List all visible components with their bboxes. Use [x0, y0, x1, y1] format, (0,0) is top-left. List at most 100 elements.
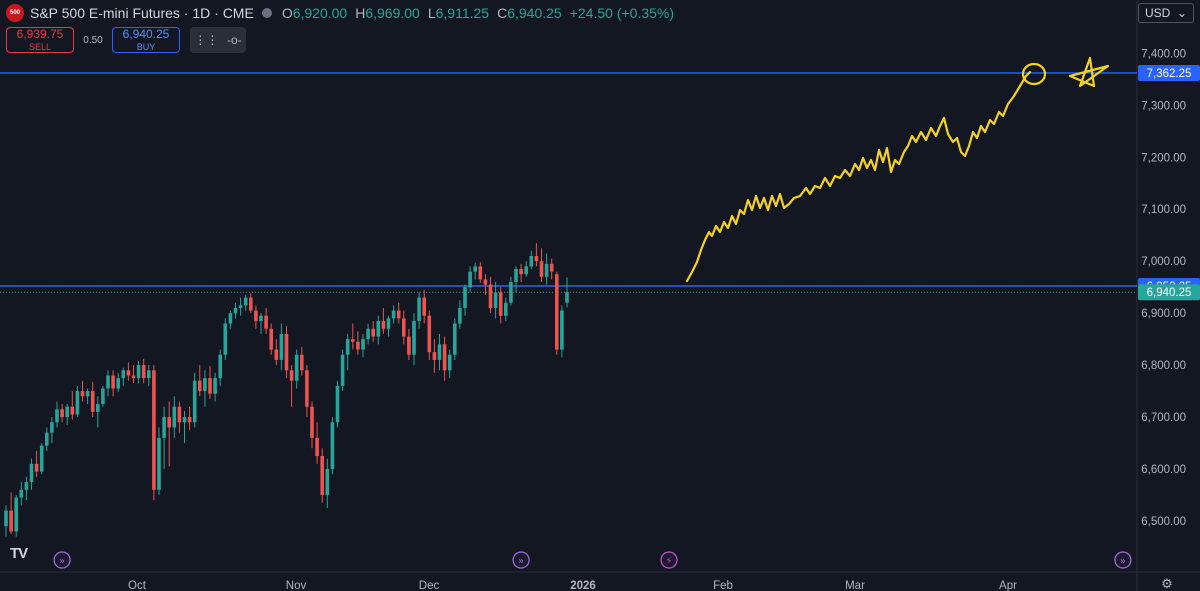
- y-tick-label: 7,100.00: [1141, 204, 1186, 216]
- candle-body: [498, 292, 503, 316]
- x-tick-label: Apr: [999, 580, 1017, 591]
- candle-body: [238, 305, 243, 308]
- candle-body: [259, 315, 263, 321]
- candle-body: [488, 284, 493, 308]
- y-tick-label: 6,700.00: [1141, 412, 1186, 424]
- candle-body: [80, 391, 85, 397]
- candle-body: [172, 406, 177, 428]
- candle-body: [126, 370, 131, 376]
- line-tool-icon[interactable]: -o-: [226, 33, 242, 47]
- candle-body: [213, 378, 217, 394]
- y-tick-label: 7,300.00: [1141, 100, 1186, 112]
- candle-body: [340, 354, 345, 386]
- candle-body: [422, 297, 426, 316]
- symbol-title[interactable]: S&P 500 E-mini Futures · 1D · CME: [30, 5, 254, 21]
- candle-body: [45, 432, 49, 446]
- arrow-glyph: »: [59, 556, 65, 567]
- candle-body: [447, 354, 452, 371]
- candle-body: [371, 328, 375, 337]
- candle-body: [187, 417, 192, 423]
- y-tick-label: 7,000.00: [1141, 256, 1186, 268]
- candle-body: [203, 378, 207, 392]
- candle-body: [381, 320, 386, 329]
- tradingview-logo[interactable]: TV: [10, 545, 28, 562]
- candle-body: [549, 263, 554, 272]
- candle-body: [157, 437, 161, 490]
- candle-body: [330, 422, 335, 470]
- price-label-box: [1138, 284, 1200, 301]
- y-tick-label: 7,400.00: [1141, 48, 1186, 60]
- symbol-header: 500 S&P 500 E-mini Futures · 1D · CME O6…: [6, 3, 674, 23]
- candle-body: [396, 310, 401, 319]
- price-label-box: [1138, 64, 1200, 81]
- candle-body: [376, 320, 381, 337]
- sell-button[interactable]: 6,939.75 SELL: [6, 27, 74, 53]
- candle-body: [412, 320, 416, 355]
- candle-body: [182, 417, 187, 423]
- candle-body: [24, 482, 29, 490]
- candle-body: [249, 297, 253, 311]
- candle-body: [305, 370, 309, 407]
- ohlc-low: L6,911.25: [427, 5, 490, 21]
- symbol-logo[interactable]: 500: [6, 4, 24, 22]
- y-tick-label: 6,800.00: [1141, 360, 1186, 372]
- sell-label: SELL: [28, 41, 52, 52]
- buy-button[interactable]: 6,940.25 BUY: [112, 27, 180, 53]
- candle-body: [514, 268, 518, 282]
- ohlc-values: O6,920.00 H6,969.00 L6,911.25 C6,940.25 …: [282, 5, 674, 21]
- candle-body: [402, 318, 406, 337]
- candle-body: [493, 292, 498, 308]
- candle-body: [60, 409, 64, 418]
- forward-arrow-icon: [53, 551, 71, 569]
- candle-body: [483, 279, 488, 285]
- candle-body: [504, 302, 508, 316]
- forward-arrow-icon: [512, 551, 530, 569]
- buy-label: BUY: [136, 41, 156, 52]
- x-tick-label: Feb: [713, 580, 733, 591]
- drag-handle-icon[interactable]: ⋮⋮: [194, 33, 219, 47]
- currency-selector[interactable]: USD ⌄: [1138, 3, 1194, 23]
- candle-body: [85, 391, 90, 397]
- candle-body: [101, 388, 105, 405]
- candle-body: [300, 354, 304, 371]
- candle-body: [131, 375, 136, 379]
- candle-body: [106, 375, 110, 389]
- candle-body: [565, 292, 569, 303]
- candle-body: [254, 310, 258, 321]
- candle-body: [233, 307, 238, 314]
- sell-price: 6,939.75: [16, 26, 64, 41]
- trade-panel: 6,939.75 SELL 0.50 6,940.25 BUY ⋮⋮ -o-: [6, 27, 246, 53]
- ohlc-high: H6,969.00: [355, 5, 420, 21]
- candle-body: [345, 339, 350, 355]
- candle-body: [294, 354, 299, 381]
- candle-body: [152, 370, 156, 490]
- candle-body: [218, 354, 222, 379]
- candle-body: [65, 406, 69, 418]
- star-drawing: [1068, 56, 1110, 88]
- candle-body: [14, 497, 18, 532]
- candle-body: [555, 274, 559, 350]
- lightning-glyph: ⚡: [665, 556, 672, 567]
- price-label-text: 7,362.25: [1147, 68, 1192, 80]
- order-tool[interactable]: ⋮⋮ -o-: [190, 27, 246, 53]
- candle-body: [19, 489, 24, 498]
- candle-body: [90, 391, 95, 412]
- ohlc-close: C6,940.25: [497, 5, 562, 21]
- candle-body: [509, 281, 513, 303]
- candle-body: [320, 456, 324, 496]
- candle-body: [279, 333, 284, 360]
- market-status-dot[interactable]: [261, 8, 272, 18]
- arrow-glyph: »: [1120, 556, 1126, 567]
- settings-icon[interactable]: ⚙: [1161, 576, 1173, 591]
- y-tick-label: 7,200.00: [1141, 152, 1186, 164]
- candle-body: [34, 463, 39, 472]
- candle-body: [539, 261, 544, 277]
- candle-body: [269, 328, 273, 350]
- candle-body: [167, 417, 171, 428]
- candle-body: [55, 409, 59, 423]
- candle-body: [458, 307, 462, 324]
- x-tick-label: 2026: [570, 580, 596, 591]
- candle-body: [141, 365, 146, 379]
- candle-body: [96, 404, 100, 412]
